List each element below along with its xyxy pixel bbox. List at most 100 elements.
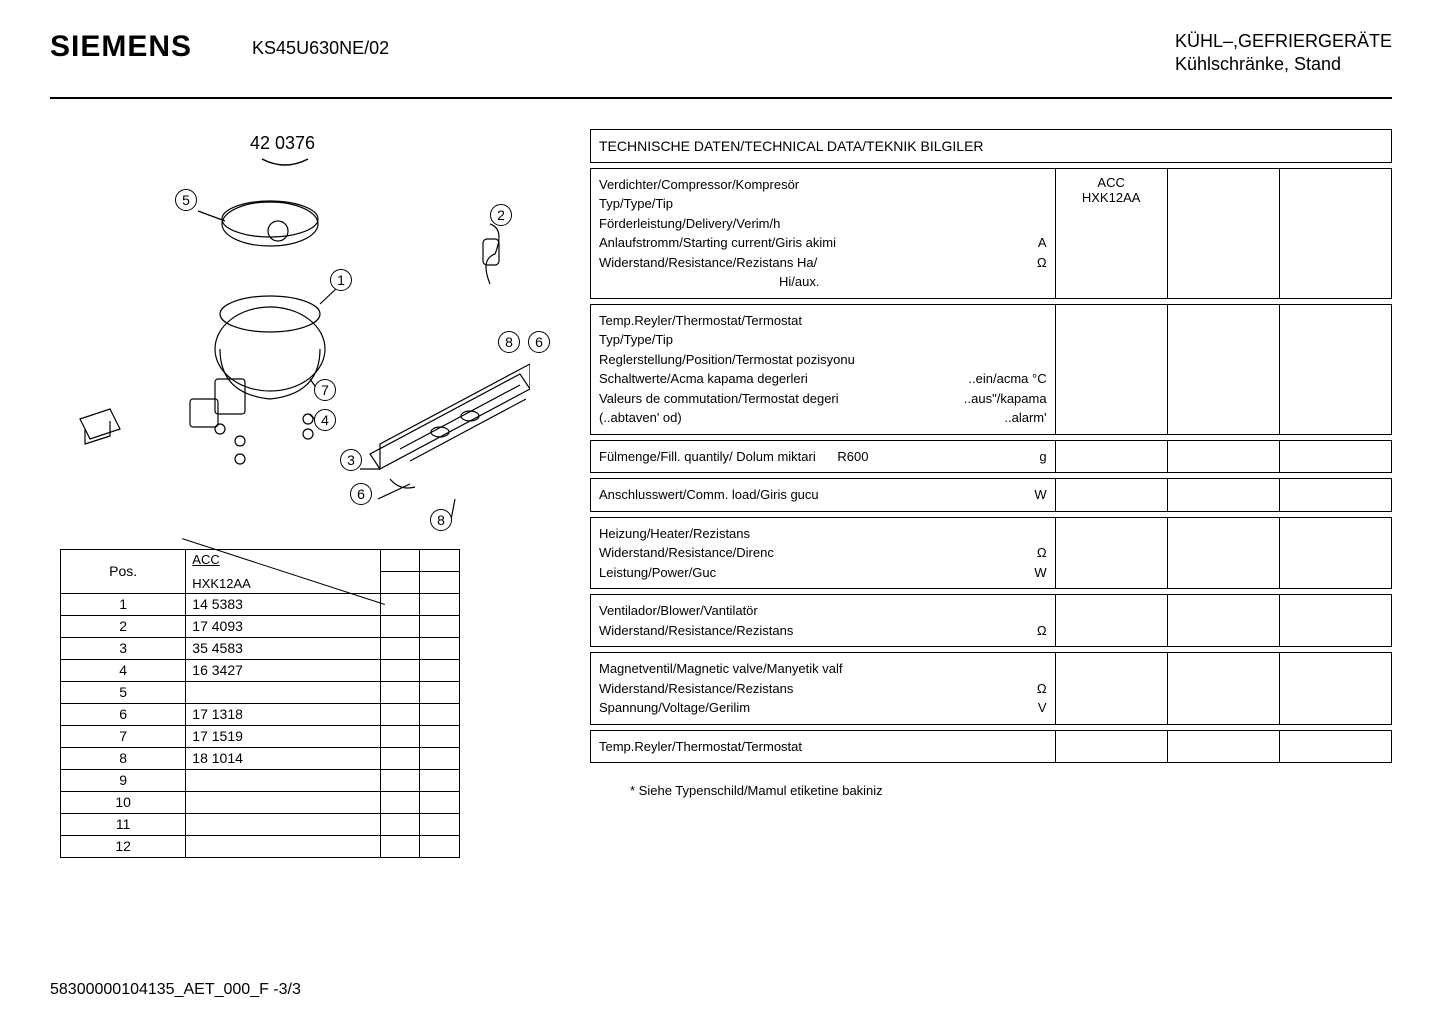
doc-title-line2: Kühlschränke, Stand: [1175, 53, 1392, 76]
empty-cell: [380, 615, 420, 637]
pos-cell: 4: [61, 659, 186, 681]
val-cell: 14 5383: [186, 593, 380, 615]
val-cell: 18 1014: [186, 747, 380, 769]
arc-icon: [260, 157, 310, 169]
empty-cell: [380, 769, 420, 791]
tech-data-table: TECHNISCHE DATEN/TECHNICAL DATA/TEKNIK B…: [590, 129, 1392, 764]
spec-label: Widerstand/Resistance/Rezistans: [599, 679, 793, 699]
val-cell: 17 4093: [186, 615, 380, 637]
page-footer: 58300000104135_AET_000_F -3/3: [50, 981, 301, 999]
thermostat-desc: Temp.Reyler/Thermostat/Termostat Typ/Typ…: [591, 304, 1056, 434]
spec-label: Schaltwerte/Acma kapama degerleri: [599, 369, 808, 389]
empty-cell: [380, 725, 420, 747]
tech-title-row: TECHNISCHE DATEN/TECHNICAL DATA/TEKNIK B…: [591, 129, 1392, 162]
spec-right: ..alarm': [1004, 408, 1046, 428]
table-row: 11: [61, 813, 460, 835]
empty-cell: [1167, 653, 1279, 725]
empty-header: [380, 549, 420, 571]
heater-desc: Heizung/Heater/Rezistans Widerstand/Resi…: [591, 517, 1056, 589]
val: ACC: [1064, 175, 1159, 190]
val-cell: [186, 769, 380, 791]
unit: W: [1017, 563, 1047, 583]
parts-table: Pos. ACC HXK12AA 114 5383217 4093335 458…: [60, 549, 460, 858]
fill-row: Fülmenge/Fill. quantily/ Dolum miktari R…: [591, 440, 1392, 473]
callout-1: 1: [330, 269, 352, 291]
empty-cell: [380, 681, 420, 703]
empty-cell: [1279, 440, 1391, 473]
empty-cell: [1167, 304, 1279, 434]
exploded-diagram: 42 0376 5 1 2 8 6 7 4 3 6 8: [50, 129, 530, 529]
pos-cell: 1: [61, 593, 186, 615]
pos-cell: 6: [61, 703, 186, 725]
callout-3: 3: [340, 449, 362, 471]
spec-label: Hi/aux.: [779, 272, 819, 292]
tech-title: TECHNISCHE DATEN/TECHNICAL DATA/TEKNIK B…: [591, 129, 1392, 162]
callout-2: 2: [490, 204, 512, 226]
callout-4: 4: [314, 409, 336, 431]
pos-cell: 10: [61, 791, 186, 813]
callout-6b: 6: [350, 483, 372, 505]
table-row: 335 4583: [61, 637, 460, 659]
unit: A: [1017, 233, 1047, 253]
empty-cell: [1055, 653, 1167, 725]
header-right: KÜHL–,GEFRIERGERÄTE Kühlschränke, Stand: [1175, 30, 1392, 77]
pos-cell: 2: [61, 615, 186, 637]
empty-cell: [420, 681, 460, 703]
heater-row: Heizung/Heater/Rezistans Widerstand/Resi…: [591, 517, 1392, 589]
spec-label: Typ/Type/Tip: [599, 194, 673, 214]
callout-8b: 8: [430, 509, 452, 531]
page-header: SIEMENS KS45U630NE/02 KÜHL–,GEFRIERGERÄT…: [50, 30, 1392, 99]
valve-desc: Magnetventil/Magnetic valve/Manyetik val…: [591, 653, 1056, 725]
empty-cell: [1279, 304, 1391, 434]
diagram-svg: [60, 169, 530, 529]
empty-cell: [380, 659, 420, 681]
val-cell: 17 1519: [186, 725, 380, 747]
header-left: SIEMENS KS45U630NE/02: [50, 30, 389, 64]
spec-label: Förderleistung/Delivery/Verim/h: [599, 214, 780, 234]
spec-label: Temp.Reyler/Thermostat/Termostat: [599, 311, 802, 331]
empty-cell: [1055, 479, 1167, 512]
thermostat2-row: Temp.Reyler/Thermostat/Termostat: [591, 730, 1392, 763]
empty-cell: [420, 571, 460, 593]
table-row: 818 1014: [61, 747, 460, 769]
callout-8a: 8: [498, 331, 520, 353]
spec-label: Reglerstellung/Position/Termostat pozisy…: [599, 350, 855, 370]
empty-cell: [420, 725, 460, 747]
model-label: HXK12AA: [192, 576, 251, 591]
empty-cell: [420, 615, 460, 637]
table-row: 12: [61, 835, 460, 857]
commload-row: Anschlusswert/Comm. load/Giris gucu W: [591, 479, 1392, 512]
empty-cell: [380, 835, 420, 857]
empty-cell: [1279, 517, 1391, 589]
unit: V: [1017, 698, 1047, 718]
empty-cell: [1279, 653, 1391, 725]
empty-cell: [1279, 168, 1391, 298]
empty-cell: [1167, 479, 1279, 512]
spec-label: Ventilador/Blower/Vantilatör: [599, 601, 758, 621]
empty-cell: [1167, 168, 1279, 298]
empty-cell: [420, 835, 460, 857]
spec-label: Anschlusswert/Comm. load/Giris gucu: [599, 485, 819, 505]
unit: Ω: [1017, 621, 1047, 641]
acc-model-header: ACC HXK12AA: [186, 549, 380, 593]
empty-cell: [1055, 595, 1167, 647]
empty-cell: [1279, 479, 1391, 512]
empty-cell: [380, 593, 420, 615]
empty-cell: [1055, 517, 1167, 589]
model-code: KS45U630NE/02: [252, 38, 389, 59]
valve-row: Magnetventil/Magnetic valve/Manyetik val…: [591, 653, 1392, 725]
val-cell: [186, 791, 380, 813]
spec-label: Typ/Type/Tip: [599, 330, 673, 350]
doc-title-line1: KÜHL–,GEFRIERGERÄTE: [1175, 30, 1392, 53]
pos-cell: 7: [61, 725, 186, 747]
blower-desc: Ventilador/Blower/Vantilatör Widerstand/…: [591, 595, 1056, 647]
empty-cell: [420, 703, 460, 725]
empty-cell: [380, 703, 420, 725]
empty-cell: [420, 637, 460, 659]
compressor-desc: Verdichter/Compressor/Kompresör Typ/Type…: [591, 168, 1056, 298]
unit: W: [1017, 485, 1047, 505]
compressor-row: Verdichter/Compressor/Kompresör Typ/Type…: [591, 168, 1392, 298]
spec-label: Widerstand/Resistance/Direnc: [599, 543, 774, 563]
fill-type: R600: [837, 449, 868, 464]
commload-desc: Anschlusswert/Comm. load/Giris gucu W: [591, 479, 1056, 512]
